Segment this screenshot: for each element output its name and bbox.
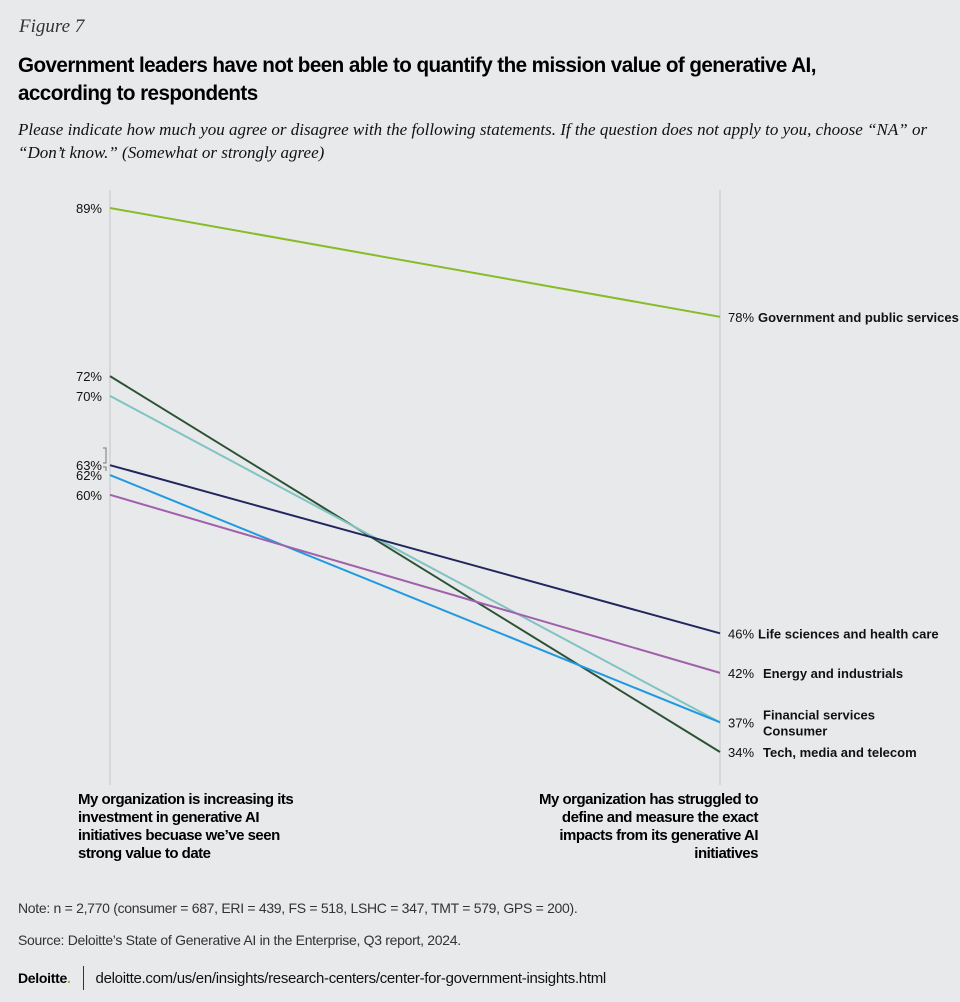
left-value-label: 60%: [76, 488, 102, 503]
series-name-label: Energy and industrials: [763, 666, 903, 681]
right-value-label: 42%: [728, 666, 754, 681]
series-name-label: Government and public services: [758, 310, 959, 325]
left-value-label: 62%: [76, 468, 102, 483]
series-line-energy-and-industrials: [109, 493, 721, 674]
series-line-tech-media-and-telecom: [109, 375, 721, 753]
right-value-label: 34%: [728, 745, 754, 760]
right-value-label: 46%: [728, 626, 754, 641]
left-value-label: 70%: [76, 389, 102, 404]
logo-dot: .: [66, 970, 71, 986]
left-axis-label: My organization is increasing its invest…: [78, 791, 294, 862]
right-axis-label: My organization has struggled to define …: [538, 791, 759, 862]
label-bracket: [103, 447, 107, 464]
chart-subtitle: Please indicate how much you agree or di…: [18, 120, 928, 162]
left-value-label: 89%: [76, 201, 102, 216]
source-text: Source: Deloitte’s State of Generative A…: [18, 932, 461, 948]
series-name-label: Financial services: [763, 707, 875, 722]
right-value-label: 37%: [728, 715, 754, 730]
chart-title: Government leaders have not been able to…: [18, 53, 816, 105]
series-line-life-sciences-and-health-care: [109, 464, 721, 635]
left-value-label: 63%: [76, 458, 102, 473]
footer-divider: [82, 966, 84, 990]
series-line-government-and-public-services: [109, 207, 721, 318]
series-name-label: Life sciences and health care: [758, 626, 939, 641]
logo-text: Deloitte: [18, 970, 67, 986]
right-value-label: 78%: [728, 310, 754, 325]
label-bracket: [103, 466, 107, 471]
source-url-link[interactable]: deloitte.com/us/en/insights/research-cen…: [95, 969, 607, 987]
footer: Deloitte. deloitte.com/us/en/insights/re…: [18, 966, 606, 990]
series-name-label: Consumer: [763, 723, 827, 738]
series-line-consumer: [109, 395, 721, 724]
left-value-label: 72%: [76, 369, 102, 384]
series-name-label: Tech, media and telecom: [763, 745, 917, 760]
deloitte-logo: Deloitte.: [18, 970, 71, 986]
series-line-financial-services: [109, 474, 721, 724]
figure-label: Figure 7: [19, 16, 85, 37]
note-text: Note: n = 2,770 (consumer = 687, ERI = 4…: [18, 900, 578, 916]
